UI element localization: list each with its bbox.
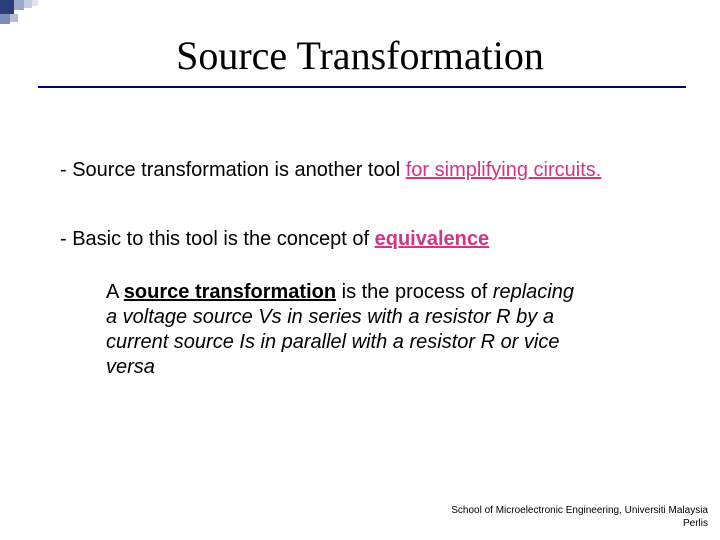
bullet-1: - Source transformation is another tool …	[60, 158, 670, 183]
bullet-1-text: - Source transformation is another tool	[60, 159, 406, 181]
bullet-2-highlight: equivalence	[375, 228, 490, 250]
bullet-2-text: - Basic to this tool is the concept of	[60, 228, 375, 250]
footer: School of Microelectronic Engineering, U…	[451, 504, 708, 530]
bullet-1-highlight: for simplifying circuits.	[406, 159, 602, 181]
slide-content: - Source transformation is another tool …	[60, 158, 670, 380]
corner-decoration	[0, 0, 50, 28]
definition-block: A source transformation is the process o…	[106, 280, 586, 380]
decor-square	[14, 0, 24, 10]
footer-line-1: School of Microelectronic Engineering, U…	[451, 504, 708, 517]
definition-term: source transformation	[124, 281, 336, 303]
footer-line-2: Perlis	[451, 517, 708, 530]
definition-pre: A	[106, 281, 124, 303]
slide-title: Source Transformation	[0, 32, 720, 79]
decor-square	[0, 0, 14, 14]
bullet-2: - Basic to this tool is the concept of e…	[60, 227, 670, 252]
decor-square	[0, 14, 10, 24]
slide: Source Transformation - Source transform…	[0, 0, 720, 540]
title-underline	[38, 86, 686, 88]
decor-square	[24, 0, 32, 8]
decor-square	[10, 14, 18, 22]
decor-square	[32, 0, 38, 6]
definition-mid: is the process of	[336, 281, 493, 303]
